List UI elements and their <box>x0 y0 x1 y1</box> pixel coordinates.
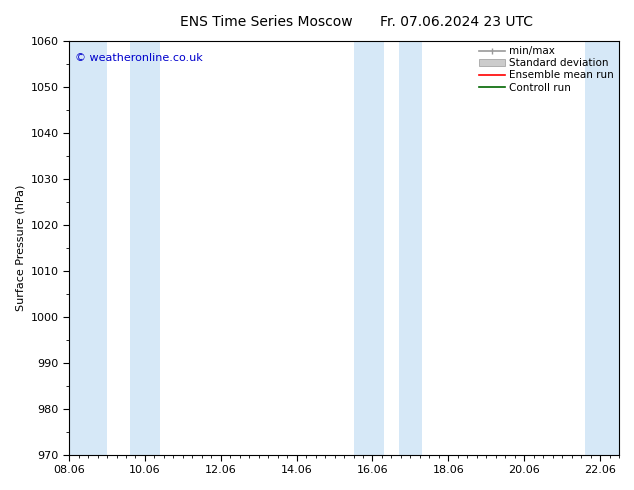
Bar <box>354 41 384 455</box>
Bar <box>69 41 107 455</box>
Text: Fr. 07.06.2024 23 UTC: Fr. 07.06.2024 23 UTC <box>380 15 533 29</box>
Text: © weatheronline.co.uk: © weatheronline.co.uk <box>75 53 202 64</box>
Bar <box>399 41 422 455</box>
Bar <box>130 41 160 455</box>
Bar <box>585 41 619 455</box>
Text: ENS Time Series Moscow: ENS Time Series Moscow <box>180 15 353 29</box>
Legend: min/max, Standard deviation, Ensemble mean run, Controll run: min/max, Standard deviation, Ensemble me… <box>477 44 616 95</box>
Y-axis label: Surface Pressure (hPa): Surface Pressure (hPa) <box>15 185 25 311</box>
